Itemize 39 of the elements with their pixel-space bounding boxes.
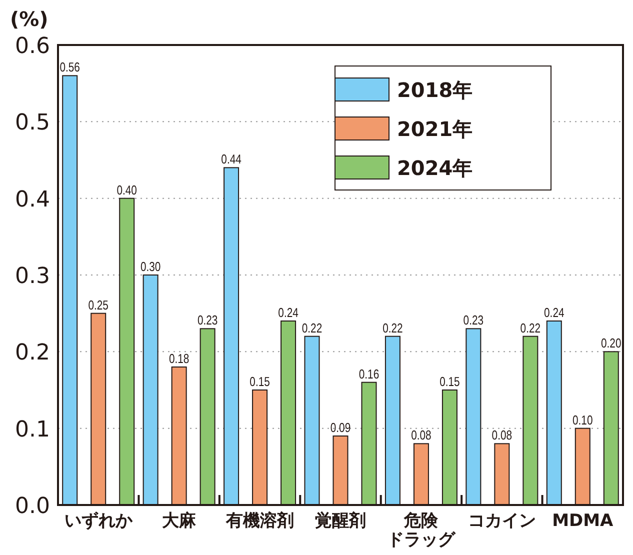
data-label: 0.16 [358, 367, 380, 382]
legend-label: 2018年 [397, 78, 473, 102]
x-tick-label: 有機溶剤 [224, 511, 294, 531]
x-tick-label: 覚醒剤 [315, 511, 366, 531]
y-tick-label: 0.1 [15, 417, 50, 442]
legend-label: 2021年 [397, 117, 473, 141]
x-tick-label: MDMA [552, 511, 614, 531]
y-tick-label: 0.6 [15, 34, 50, 59]
data-label: 0.15 [250, 374, 270, 390]
y-tick-label: 0.5 [15, 110, 50, 136]
data-label: 0.08 [411, 428, 432, 443]
data-label: 0.30 [140, 260, 162, 274]
data-label: 0.24 [544, 306, 565, 320]
data-label: 0.25 [88, 298, 109, 313]
data-label: 0.22 [302, 321, 322, 336]
data-label: 0.18 [168, 352, 190, 366]
y-tick-label: 0.3 [15, 264, 50, 289]
data-label: 0.22 [520, 321, 541, 336]
data-label: 0.15 [440, 374, 460, 390]
x-tick-label: いずれか [64, 511, 134, 531]
x-tick-label: コカイン [468, 511, 536, 531]
x-tick-label: 危険ドラッグ [387, 511, 456, 550]
data-label: 0.44 [221, 152, 242, 167]
x-tick-label: 大麻 [162, 511, 198, 531]
data-label: 0.24 [278, 306, 299, 320]
legend-label: 2024年 [397, 156, 473, 180]
data-label: 0.23 [463, 314, 484, 328]
data-label: 0.10 [572, 413, 594, 428]
data-label: 0.40 [116, 183, 138, 198]
data-label: 0.23 [197, 314, 218, 328]
data-label: 0.08 [492, 428, 512, 443]
data-label: 0.20 [601, 336, 622, 351]
data-label: 0.09 [330, 420, 351, 436]
y-tick-label: 0.0 [15, 494, 50, 519]
y-tick-label: 0.4 [15, 187, 50, 212]
data-label: 0.22 [382, 321, 403, 336]
data-label: 0.56 [60, 60, 80, 75]
y-axis-title: (%) [10, 7, 48, 31]
y-tick-label: 0.2 [15, 340, 50, 366]
